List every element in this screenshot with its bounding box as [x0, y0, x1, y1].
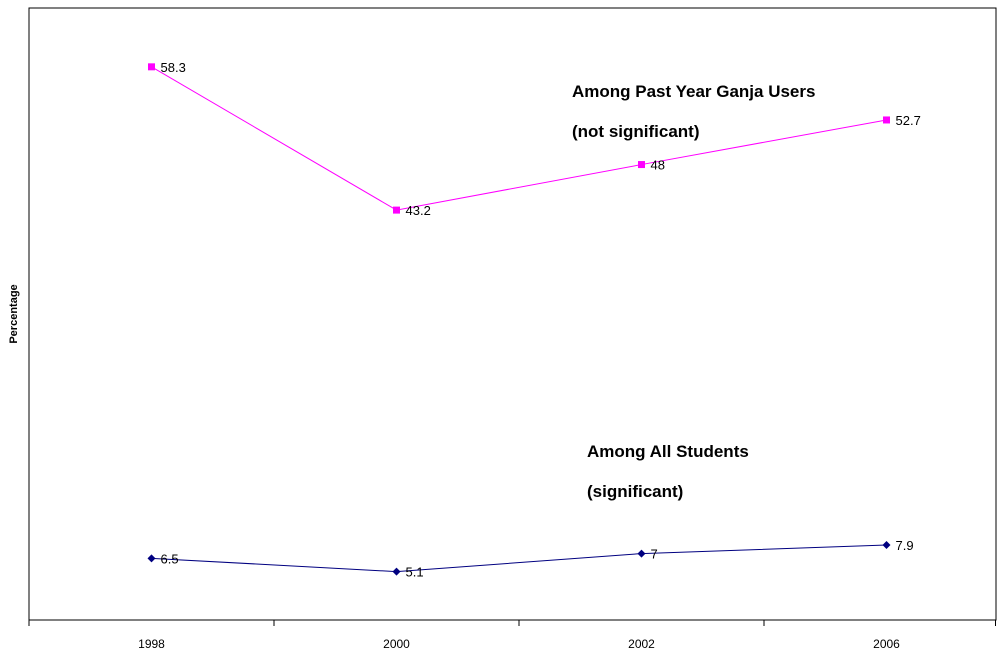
plot-area-frame	[28, 7, 997, 621]
x-tick-label: 2002	[628, 637, 655, 650]
data-label: 58.3	[161, 60, 186, 75]
data-label: 6.5	[161, 551, 179, 566]
data-point-marker	[883, 116, 890, 124]
series-layer: 58.3 43.2 48 52.7 6.5 5.1 7 7.9	[147, 60, 921, 580]
data-point-marker	[882, 541, 891, 550]
data-point-marker	[392, 567, 401, 576]
annotation-text: Among All Students	[587, 442, 749, 461]
data-point-marker	[637, 549, 646, 558]
data-label: 52.7	[896, 113, 921, 128]
data-point-marker	[148, 63, 155, 71]
data-label: 7.9	[896, 538, 914, 553]
annotation-text: (not significant)	[572, 122, 699, 141]
y-axis-label: Percentage	[8, 284, 20, 343]
x-tick-label: 2000	[383, 637, 410, 650]
data-point-marker	[147, 554, 156, 563]
x-axis: 1998 2000 2002 2006	[28, 620, 996, 650]
annotation-text: (significant)	[587, 482, 683, 501]
annotation-layer: Among Past Year Ganja Users (not signific…	[572, 82, 815, 501]
data-point-marker	[393, 206, 400, 214]
data-label: 48	[651, 158, 665, 173]
data-label: 7	[651, 547, 658, 562]
x-tick-label: 2006	[873, 637, 900, 650]
x-tick-label: 1998	[138, 637, 165, 650]
data-label: 5.1	[406, 565, 424, 580]
data-label: 43.2	[406, 203, 431, 218]
series-line	[151, 66, 887, 211]
data-point-marker	[638, 161, 645, 169]
annotation-text: Among Past Year Ganja Users	[572, 82, 815, 101]
series-line	[151, 544, 887, 573]
